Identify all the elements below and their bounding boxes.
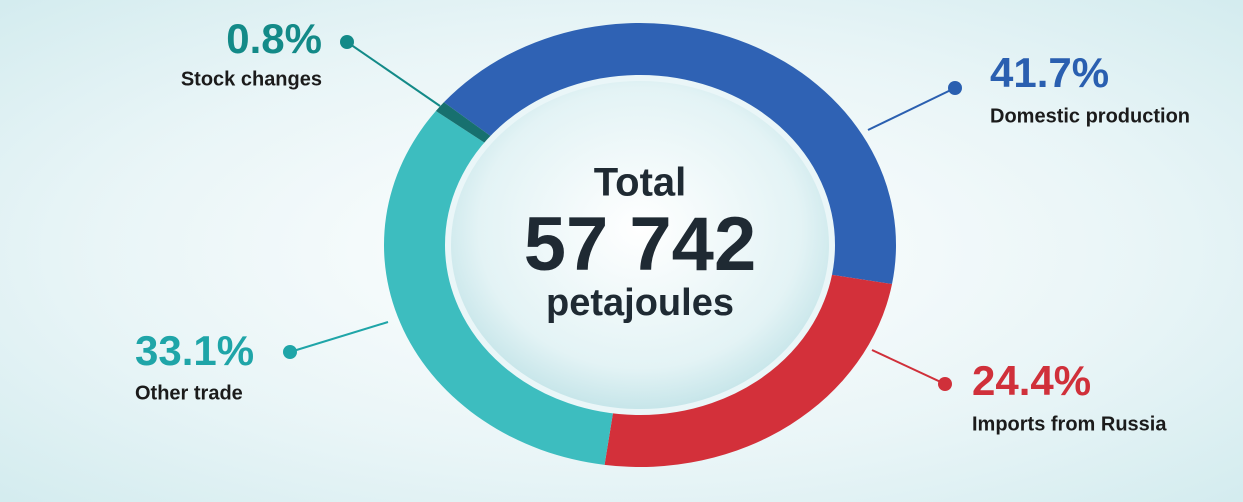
- center-text: petajoules: [546, 282, 734, 324]
- value-label: 41.7%: [990, 49, 1109, 96]
- donut-segment: [604, 274, 893, 467]
- leader-line: [289, 321, 389, 353]
- category-label: Domestic production: [990, 105, 1190, 127]
- donut: [383, 22, 897, 467]
- donut-segment: [435, 102, 493, 145]
- labels: 41.7% Domestic production 24.4% Imports fro…: [135, 15, 1190, 435]
- donut-segment: [383, 111, 614, 465]
- leader-dot: [938, 377, 952, 391]
- leader-dot: [340, 35, 354, 49]
- leader-line: [871, 349, 946, 385]
- value-label: 0.8%: [226, 15, 322, 62]
- category-label: Other trade: [135, 382, 243, 404]
- center-disc: [445, 75, 835, 415]
- center-text: Total: [594, 161, 687, 205]
- leader-dot: [283, 345, 297, 359]
- leader-line: [346, 41, 441, 107]
- category-label: Stock changes: [181, 68, 322, 90]
- leader-dot: [948, 81, 962, 95]
- donut-segment: [443, 22, 897, 285]
- center-text: 57 742: [524, 202, 756, 287]
- value-label: 24.4%: [972, 357, 1091, 404]
- leader-line: [867, 87, 956, 131]
- category-label: Imports from Russia: [972, 413, 1167, 435]
- value-label: 33.1%: [135, 327, 254, 374]
